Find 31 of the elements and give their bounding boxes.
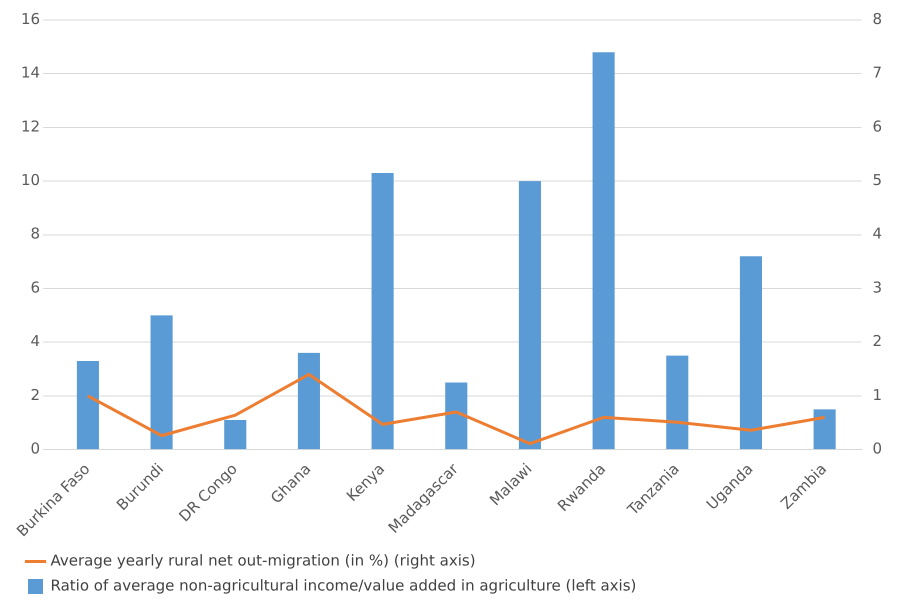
y-tick-label: 14 — [20, 64, 40, 82]
bar — [592, 52, 615, 450]
bar — [372, 173, 394, 450]
bar — [814, 409, 836, 450]
bar — [150, 315, 173, 450]
y-tick-label: 10 — [20, 170, 40, 189]
y2-tick-label: 5 — [872, 170, 882, 189]
y-tick-label: 16 — [20, 10, 40, 28]
y2-tick-label: 0 — [872, 439, 882, 458]
y-tick-label: 6 — [30, 278, 40, 296]
y2-tick-label: 3 — [872, 278, 882, 296]
y-tick-label: 8 — [30, 224, 40, 243]
legend-label: Average yearly rural net out-migration (in %) (right axis) — [50, 551, 476, 570]
y2-tick-label: 1 — [872, 386, 882, 404]
y-tick-label: 4 — [30, 332, 40, 350]
y2-tick-label: 7 — [872, 64, 882, 82]
bar — [666, 356, 688, 450]
bar — [224, 420, 246, 450]
y-tick-label: 2 — [30, 386, 40, 404]
y-tick-label: 0 — [30, 439, 40, 458]
bar — [445, 382, 468, 450]
y-tick-label: 12 — [20, 117, 40, 136]
y2-tick-label: 8 — [872, 10, 882, 28]
bar — [76, 360, 99, 450]
bar — [518, 181, 541, 450]
y2-tick-label: 4 — [872, 224, 882, 243]
y2-tick-label: 2 — [872, 332, 882, 350]
legend-label: Ratio of average non-agricultural income/value added in agriculture (left axis) — [50, 576, 636, 594]
bar — [298, 352, 320, 450]
y2-tick-label: 6 — [872, 117, 882, 136]
bar — [740, 256, 762, 450]
